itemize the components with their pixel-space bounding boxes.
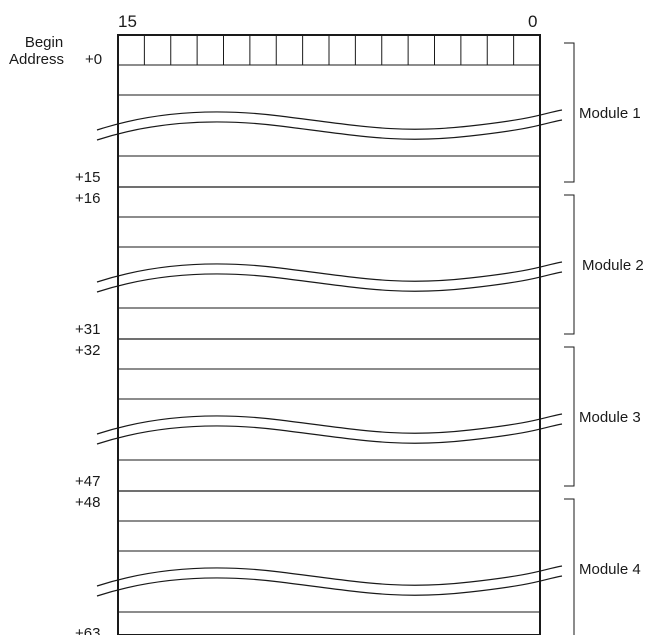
address-offset-start: +48 [75, 494, 100, 511]
register-outline [117, 34, 541, 635]
module-name-label: Module 3 [579, 409, 641, 426]
bit-label-high: 15 [118, 12, 137, 31]
break-mark-line [96, 565, 563, 587]
break-mark-band [95, 566, 563, 596]
break-mark-line [96, 261, 563, 283]
module-bracket [564, 346, 575, 487]
address-offset-start: +32 [75, 342, 100, 359]
module-name-label: Module 2 [582, 257, 644, 274]
break-mark-band [95, 262, 563, 292]
module-name-label: Module 4 [579, 561, 641, 578]
module-bracket [564, 498, 575, 635]
break-mark-band [95, 110, 563, 140]
break-mark-line [96, 271, 563, 293]
address-offset-end: +15 [75, 169, 100, 186]
break-mark-line [96, 119, 563, 141]
bit-label-low: 0 [528, 12, 537, 31]
address-offset-start: +0 [85, 51, 102, 68]
begin-address-label-line1: Begin [25, 34, 63, 51]
break-mark-band [95, 414, 563, 444]
begin-address-label-line2: Address [9, 51, 64, 68]
bit-cells [143, 35, 515, 65]
break-mark-line [96, 109, 563, 131]
word-rows [95, 64, 563, 613]
module-bracket [564, 42, 575, 183]
module-name-label: Module 1 [579, 105, 641, 122]
address-offset-start: +16 [75, 190, 100, 207]
address-offset-end: +31 [75, 321, 100, 338]
address-offset-end: +47 [75, 473, 100, 490]
module-bracket [564, 194, 575, 335]
break-mark-line [96, 413, 563, 435]
break-mark-line [96, 575, 563, 597]
break-mark-line [96, 423, 563, 445]
address-offset-end: +63 [75, 625, 100, 635]
module-groups: +0 +15 Module 1 +16 +31 Module 2 +32 +47 Module … [75, 42, 644, 635]
